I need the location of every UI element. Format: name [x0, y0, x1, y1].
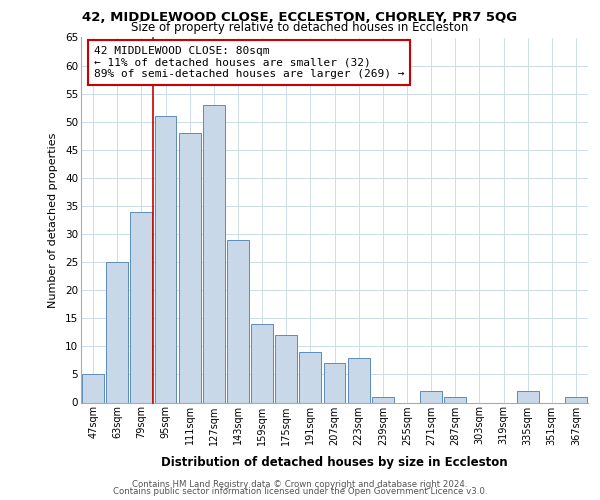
Bar [227, 240, 249, 402]
Bar [323, 363, 346, 403]
Text: 42, MIDDLEWOOD CLOSE, ECCLESTON, CHORLEY, PR7 5QG: 42, MIDDLEWOOD CLOSE, ECCLESTON, CHORLEY… [82, 11, 518, 24]
Bar [565, 397, 587, 402]
Bar [106, 262, 128, 402]
Bar [275, 335, 297, 402]
Text: Size of property relative to detached houses in Eccleston: Size of property relative to detached ho… [131, 21, 469, 34]
Bar [420, 392, 442, 402]
Bar [155, 116, 176, 403]
Y-axis label: Number of detached properties: Number of detached properties [48, 132, 58, 308]
Bar [445, 397, 466, 402]
Bar [82, 374, 104, 402]
Bar [130, 212, 152, 402]
X-axis label: Distribution of detached houses by size in Eccleston: Distribution of detached houses by size … [161, 456, 508, 469]
Bar [179, 133, 200, 402]
Bar [203, 105, 224, 403]
Bar [372, 397, 394, 402]
Bar [517, 392, 539, 402]
Bar [348, 358, 370, 403]
Bar [251, 324, 273, 402]
Text: 42 MIDDLEWOOD CLOSE: 80sqm
← 11% of detached houses are smaller (32)
89% of semi: 42 MIDDLEWOOD CLOSE: 80sqm ← 11% of deta… [94, 46, 404, 79]
Text: Contains public sector information licensed under the Open Government Licence v3: Contains public sector information licen… [113, 488, 487, 496]
Text: Contains HM Land Registry data © Crown copyright and database right 2024.: Contains HM Land Registry data © Crown c… [132, 480, 468, 489]
Bar [299, 352, 321, 403]
